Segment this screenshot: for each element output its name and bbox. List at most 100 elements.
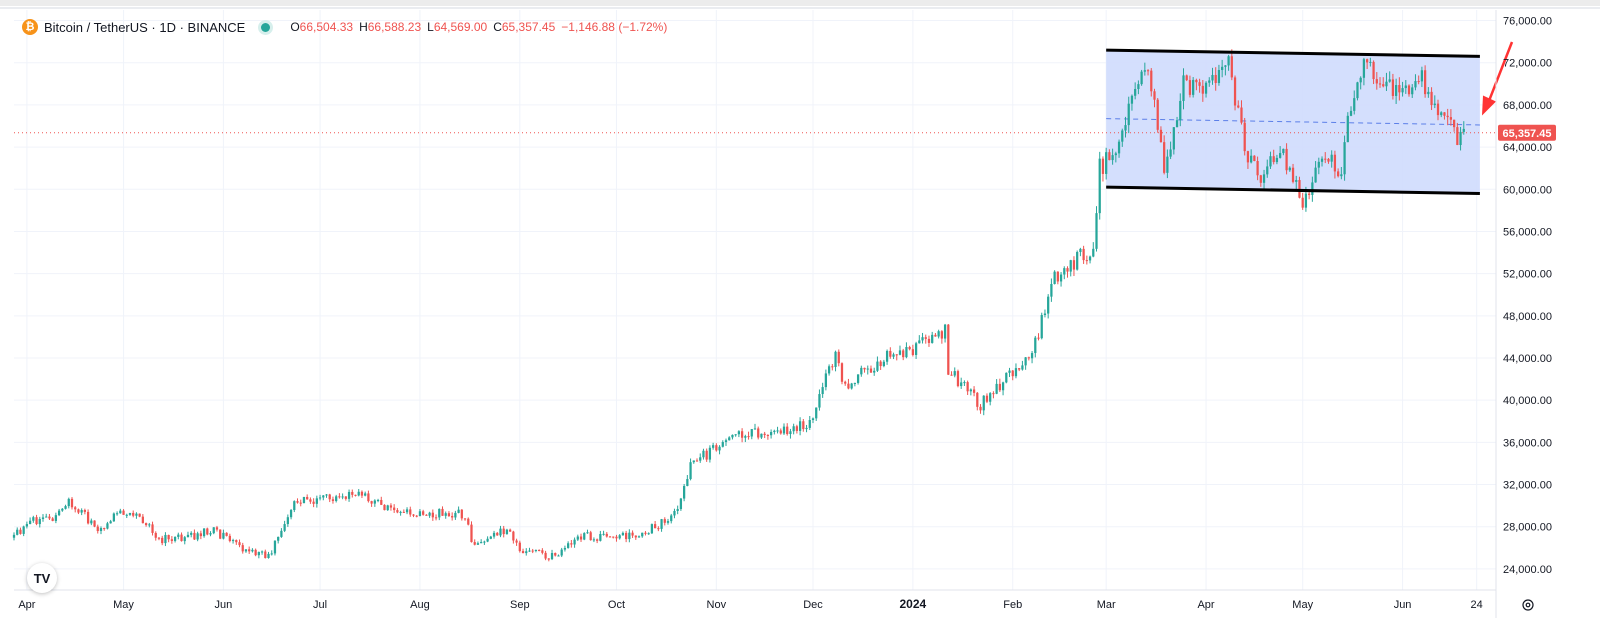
candle-body bbox=[154, 532, 157, 538]
candle-body bbox=[786, 426, 789, 435]
candle-body bbox=[856, 374, 860, 383]
candle-body bbox=[876, 361, 879, 371]
candle-body bbox=[1137, 84, 1140, 90]
candle-body bbox=[122, 510, 125, 515]
candle-body bbox=[599, 534, 602, 541]
candle-body bbox=[837, 351, 840, 364]
candle-body bbox=[815, 407, 818, 419]
candle-body bbox=[995, 383, 998, 394]
candle-body bbox=[1001, 382, 1005, 391]
candle-body bbox=[1246, 151, 1250, 163]
candle-body bbox=[428, 512, 431, 516]
candle-body bbox=[376, 499, 380, 501]
candle-body bbox=[840, 363, 844, 382]
candle-body bbox=[1121, 130, 1124, 142]
candle-body bbox=[80, 510, 83, 513]
candle-body bbox=[1030, 353, 1034, 359]
symbol-legend[interactable]: ₿ Bitcoin / TetherUS · 1D · BINANCE O66,… bbox=[22, 16, 667, 38]
candle-body bbox=[869, 368, 873, 373]
candle-body bbox=[911, 349, 914, 355]
candle-body bbox=[480, 542, 483, 544]
last-price-label-bg bbox=[1498, 124, 1556, 141]
candle-body bbox=[1256, 161, 1259, 176]
candle-body bbox=[1079, 248, 1082, 252]
candle-body bbox=[115, 513, 119, 515]
candle-body bbox=[943, 324, 947, 339]
candle-body bbox=[86, 511, 90, 524]
candle-body bbox=[1340, 174, 1343, 177]
candle-body bbox=[1237, 105, 1240, 108]
x-tick-label: Jul bbox=[313, 599, 327, 611]
annotation-arrow[interactable] bbox=[1482, 41, 1514, 116]
candle-body bbox=[1359, 77, 1362, 83]
candle-body bbox=[235, 540, 238, 543]
candle-body bbox=[931, 334, 934, 343]
candle-body bbox=[1337, 171, 1340, 177]
candle-body bbox=[434, 517, 438, 519]
candle-body bbox=[457, 509, 460, 513]
y-tick-label: 36,000.00 bbox=[1503, 437, 1552, 449]
candle-body bbox=[1008, 370, 1011, 373]
candle-body bbox=[1214, 74, 1217, 84]
tradingview-logo-icon[interactable]: TV bbox=[27, 563, 57, 593]
candle-body bbox=[103, 528, 106, 530]
gear-icon[interactable] bbox=[1520, 597, 1536, 613]
candle-body bbox=[277, 536, 280, 541]
x-tick-label: Oct bbox=[608, 599, 625, 611]
candle-body bbox=[689, 462, 692, 480]
candle-body bbox=[647, 533, 650, 535]
candle-body bbox=[798, 421, 802, 431]
candle-body bbox=[1146, 70, 1150, 72]
candle-body bbox=[1304, 193, 1308, 208]
candle-body bbox=[747, 436, 750, 438]
candle-body bbox=[467, 518, 470, 525]
candle-body bbox=[125, 514, 128, 516]
candle-body bbox=[850, 383, 853, 389]
candle-body bbox=[1179, 100, 1182, 121]
candle-body bbox=[1130, 95, 1134, 104]
candle-body bbox=[280, 530, 283, 537]
price-channel-lines[interactable] bbox=[1106, 48, 1480, 195]
candle-body bbox=[1346, 115, 1349, 143]
candle-body bbox=[315, 498, 318, 504]
time-axis[interactable]: Apr May Jun Jul Aug Sep Oct Nov Dec 2024 Feb Mar Apr… bbox=[18, 597, 1482, 611]
x-tick-label: Feb bbox=[1003, 599, 1022, 611]
candle-body bbox=[534, 549, 538, 551]
candle-body bbox=[415, 515, 418, 517]
candle-body bbox=[463, 518, 467, 520]
candle-body bbox=[190, 532, 193, 535]
candle-body bbox=[289, 510, 293, 518]
price-axis[interactable]: 24,000.00 28,000.00 32,000.00 36,000.00 40,0… bbox=[1503, 16, 1552, 576]
candlestick-series[interactable] bbox=[12, 49, 1465, 562]
candle-body bbox=[1140, 71, 1143, 85]
x-tick-label: Dec bbox=[803, 599, 823, 611]
candle-body bbox=[602, 533, 605, 535]
candle-body bbox=[547, 558, 550, 560]
candle-body bbox=[109, 521, 112, 524]
x-tick-label: Apr bbox=[1197, 599, 1214, 611]
candle-body bbox=[1127, 103, 1130, 126]
candle-body bbox=[650, 524, 654, 534]
y-tick-label: 40,000.00 bbox=[1503, 395, 1552, 407]
candle-body bbox=[1153, 91, 1156, 100]
candle-body bbox=[492, 532, 496, 537]
candle-body bbox=[1221, 66, 1224, 70]
candle-body bbox=[1295, 180, 1298, 182]
candle-body bbox=[1014, 368, 1018, 377]
candle-body bbox=[1192, 79, 1195, 95]
candle-body bbox=[241, 545, 244, 552]
candle-body bbox=[1150, 70, 1153, 92]
candle-body bbox=[1088, 256, 1092, 261]
candle-body bbox=[1462, 128, 1465, 132]
y-tick-label: 32,000.00 bbox=[1503, 480, 1552, 492]
candle-body bbox=[1404, 85, 1407, 89]
candle-body bbox=[608, 536, 612, 538]
candle-body bbox=[557, 555, 560, 557]
candle-body bbox=[892, 354, 895, 357]
candle-body bbox=[1311, 182, 1314, 195]
candle-body bbox=[1446, 115, 1449, 118]
candle-body bbox=[541, 550, 544, 553]
candle-body bbox=[989, 393, 992, 402]
symbol-title[interactable]: Bitcoin / TetherUS · 1D · BINANCE bbox=[44, 19, 246, 35]
